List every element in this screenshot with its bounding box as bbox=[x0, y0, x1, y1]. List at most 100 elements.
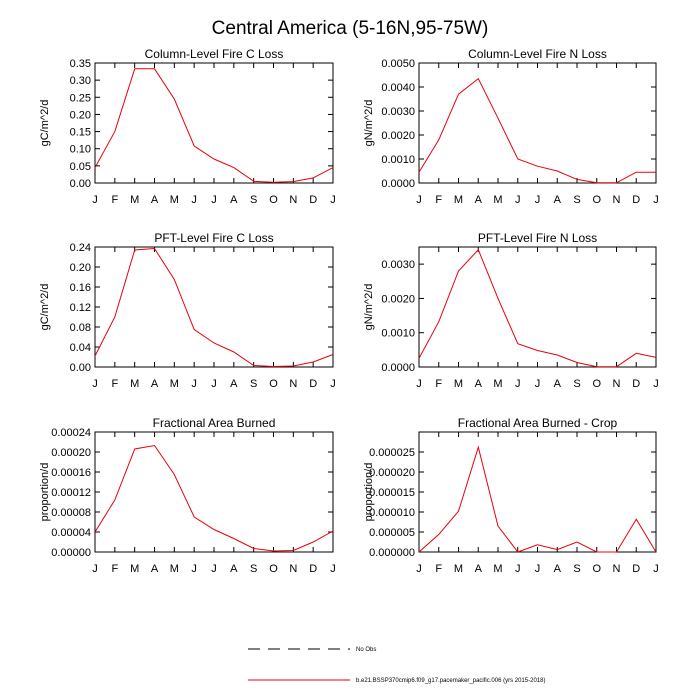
series-line bbox=[418, 77, 656, 184]
panel-title: Column-Level Fire N Loss bbox=[468, 47, 607, 61]
x-tick-label: J bbox=[92, 194, 98, 206]
y-tick-label: 0.00 bbox=[70, 362, 91, 374]
panel-1: Column-Level Fire C Loss gC/m^2/d 0.00 0.05… bbox=[39, 47, 336, 206]
y-tick-label: 0.0000 bbox=[381, 362, 415, 374]
x-tick-label: A bbox=[554, 378, 562, 390]
x-tick-label: N bbox=[289, 378, 297, 390]
x-tick-label: D bbox=[309, 563, 317, 575]
panel-4: PFT-Level Fire N Loss gN/m^2/d 0.0000 0.001… bbox=[363, 231, 659, 390]
x-tick-label: D bbox=[632, 194, 640, 206]
y-tick-label: 0.0030 bbox=[381, 259, 415, 271]
x-tick-label: O bbox=[592, 194, 601, 206]
y-axis-label: proportion/d bbox=[39, 463, 51, 522]
x-tick-label: J bbox=[211, 378, 217, 390]
x-tick-label: F bbox=[435, 563, 442, 575]
y-tick-label: 0.00 bbox=[70, 178, 91, 190]
x-tick-label: M bbox=[170, 194, 179, 206]
x-tick-label: S bbox=[250, 563, 257, 575]
panel-title: PFT-Level Fire C Loss bbox=[154, 231, 273, 245]
y-tick-label: 0.15 bbox=[70, 127, 91, 139]
plot-frame bbox=[418, 431, 657, 553]
x-tick-label: J bbox=[330, 378, 336, 390]
x-tick-label: F bbox=[111, 563, 118, 575]
y-tick-label: 0.0010 bbox=[381, 328, 415, 340]
x-tick-label: J bbox=[416, 563, 422, 575]
y-tick-label: 0.08 bbox=[70, 322, 91, 334]
x-tick-label: J bbox=[653, 378, 659, 390]
y-tick-label: 0.00016 bbox=[51, 467, 91, 479]
plot-frame bbox=[94, 431, 334, 553]
series-line bbox=[418, 445, 657, 553]
x-tick-label: J bbox=[330, 194, 336, 206]
panel-title: Column-Level Fire C Loss bbox=[145, 47, 284, 61]
x-tick-label: A bbox=[230, 194, 238, 206]
x-tick-label: J bbox=[92, 563, 98, 575]
y-tick-label: 0.10 bbox=[70, 144, 91, 156]
x-tick-label: S bbox=[250, 378, 257, 390]
y-tick-label: 0.0040 bbox=[381, 82, 415, 94]
x-tick-label: S bbox=[250, 194, 257, 206]
y-axis-label: gC/m^2/d bbox=[39, 100, 51, 147]
panel-3: PFT-Level Fire C Loss gC/m^2/d 0.00 0.04 0.0… bbox=[39, 231, 336, 390]
x-tick-label: J bbox=[535, 563, 541, 575]
x-tick-label: O bbox=[269, 378, 278, 390]
y-tick-label: 0.0020 bbox=[381, 130, 415, 142]
x-tick-label: J bbox=[416, 194, 422, 206]
x-tick-label: F bbox=[435, 378, 442, 390]
y-tick-label: 0.25 bbox=[70, 92, 91, 104]
y-tick-label: 0.24 bbox=[70, 242, 91, 254]
x-tick-label: M bbox=[493, 194, 502, 206]
y-tick-label: 0.0050 bbox=[381, 58, 415, 70]
x-tick-label: M bbox=[130, 378, 139, 390]
panel-5: Fractional Area Burnedproportion/d0.0000… bbox=[39, 416, 336, 575]
y-tick-label: 0.0020 bbox=[381, 293, 415, 305]
x-tick-label: A bbox=[475, 194, 483, 206]
legend-obs-label: No Obs bbox=[356, 647, 376, 653]
x-tick-label: M bbox=[130, 563, 139, 575]
x-tick-label: J bbox=[191, 378, 197, 390]
y-tick-label: 0.00004 bbox=[51, 527, 91, 539]
series-line bbox=[418, 248, 657, 368]
x-tick-label: A bbox=[475, 378, 483, 390]
panel-2: Column-Level Fire N Loss gN/m^2/d 0.0000 0.… bbox=[363, 47, 659, 206]
y-tick-label: 0.000015 bbox=[369, 487, 415, 499]
x-tick-label: A bbox=[230, 563, 238, 575]
x-tick-label: M bbox=[493, 378, 502, 390]
x-tick-label: F bbox=[435, 194, 442, 206]
x-tick-label: A bbox=[151, 563, 159, 575]
x-tick-label: D bbox=[309, 378, 317, 390]
chart-panels: Column-Level Fire C Loss gC/m^2/d 0.00 0.05… bbox=[39, 47, 659, 575]
y-tick-label: 0.30 bbox=[70, 75, 91, 87]
x-tick-label: A bbox=[554, 563, 562, 575]
main-title: Central America (5-16N,95-75W) bbox=[212, 18, 489, 39]
y-tick-label: 0.16 bbox=[70, 282, 91, 294]
x-tick-label: S bbox=[573, 563, 580, 575]
legend: No Obs b.e21.BSSP370cmip6.f09_g17.pacema… bbox=[248, 647, 545, 684]
x-tick-label: M bbox=[493, 563, 502, 575]
x-tick-label: J bbox=[515, 378, 521, 390]
y-tick-label: 0.0010 bbox=[381, 154, 415, 166]
x-tick-label: J bbox=[92, 378, 98, 390]
plot-frame bbox=[418, 62, 657, 184]
x-tick-label: N bbox=[613, 194, 621, 206]
x-tick-label: N bbox=[613, 563, 621, 575]
x-tick-label: J bbox=[535, 194, 541, 206]
panel-6: Fractional Area Burned - Crop proportion/… bbox=[363, 416, 659, 575]
x-tick-label: F bbox=[111, 378, 118, 390]
x-tick-label: O bbox=[592, 563, 601, 575]
y-tick-label: 0.0030 bbox=[381, 106, 415, 118]
x-tick-label: S bbox=[573, 194, 580, 206]
y-tick-label: 0.000020 bbox=[369, 467, 415, 479]
y-axis-label: gN/m^2/d bbox=[363, 100, 375, 147]
x-tick-label: N bbox=[289, 563, 297, 575]
x-tick-label: A bbox=[151, 378, 159, 390]
x-tick-label: D bbox=[309, 194, 317, 206]
y-tick-label: 0.00000 bbox=[51, 547, 91, 559]
x-tick-label: O bbox=[592, 378, 601, 390]
y-tick-label: 0.00012 bbox=[51, 487, 91, 499]
series-line bbox=[94, 444, 334, 552]
y-tick-label: 0.00020 bbox=[51, 447, 91, 459]
y-axis-label: proportion/d bbox=[363, 463, 375, 522]
x-tick-label: N bbox=[613, 378, 621, 390]
